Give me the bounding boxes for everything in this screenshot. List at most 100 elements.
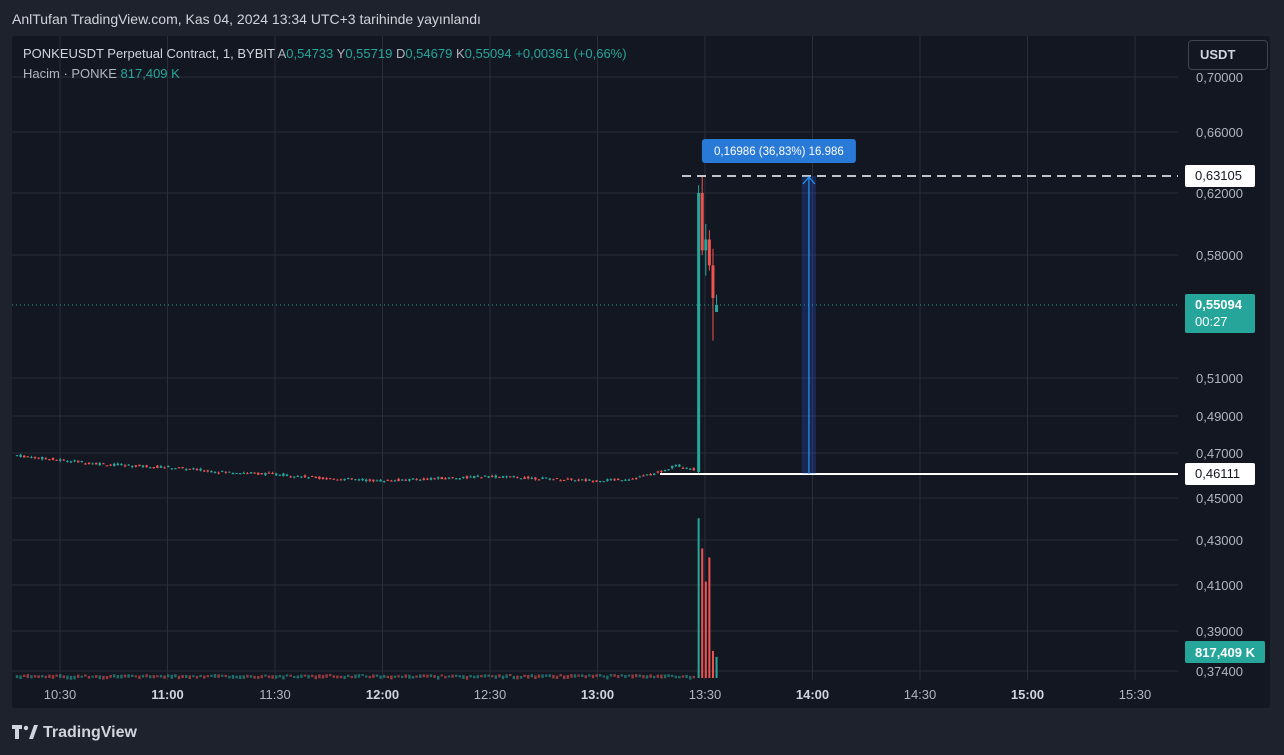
baseline-volume-bar <box>361 674 364 677</box>
baseline-candle <box>573 480 577 482</box>
baseline-volume-bar <box>509 674 512 677</box>
currency-button[interactable]: USDT <box>1188 40 1268 70</box>
baseline-candle <box>343 478 346 481</box>
baseline-candle <box>426 478 429 480</box>
baseline-volume-bar <box>530 674 533 678</box>
legend-change-value: +0,00361 (+0,66%) <box>515 46 627 61</box>
baseline-volume-bar <box>541 674 544 678</box>
baseline-volume-bar <box>87 675 91 679</box>
baseline-volume-bar <box>602 675 605 678</box>
baseline-volume-bar <box>264 674 267 677</box>
baseline-volume-bar <box>591 674 595 679</box>
price-tick-label: 0,62000 <box>1196 186 1243 201</box>
baseline-candle <box>415 479 418 481</box>
baseline-candle <box>181 467 184 469</box>
baseline-volume-bar <box>375 674 379 677</box>
baseline-volume-bar <box>285 674 289 677</box>
baseline-candle <box>95 462 98 465</box>
baseline-candle <box>667 469 670 471</box>
baseline-volume-bar <box>138 675 141 679</box>
baseline-volume-bar <box>181 674 184 679</box>
baseline-candle <box>649 474 652 476</box>
baseline-candle <box>635 477 638 479</box>
baseline-candle <box>591 480 595 482</box>
time-tick-label: 11:00 <box>151 687 184 702</box>
baseline-candle <box>325 478 328 480</box>
baseline-volume-bar <box>444 675 447 679</box>
baseline-volume-bar <box>642 675 645 679</box>
spike-candle <box>704 239 708 251</box>
baseline-volume-bar <box>689 675 692 680</box>
measure-label-bg <box>701 139 856 163</box>
legend-open-label: A <box>277 46 287 61</box>
lower-level-badge: 0,46111 <box>1195 466 1240 481</box>
baseline-volume-bar <box>372 674 375 678</box>
baseline-candle <box>282 473 285 477</box>
baseline-volume-bar <box>343 675 346 680</box>
baseline-candle <box>235 472 238 474</box>
baseline-volume-bar <box>149 675 152 679</box>
baseline-candle <box>455 478 458 480</box>
baseline-volume-bar <box>613 674 616 677</box>
baseline-candle <box>685 467 688 469</box>
baseline-candle <box>512 476 515 478</box>
baseline-volume-bar <box>195 675 199 679</box>
baseline-candle <box>203 470 206 472</box>
baseline-candle <box>116 463 119 466</box>
baseline-volume-bar <box>681 675 685 678</box>
price-tick-label: 0,45000 <box>1196 491 1243 506</box>
baseline-candle <box>242 472 245 474</box>
baseline-volume-bar <box>606 675 609 680</box>
baseline-candle <box>429 478 433 480</box>
baseline-volume-bar <box>203 675 206 679</box>
baseline-candle <box>527 476 530 479</box>
baseline-candle <box>473 476 476 479</box>
baseline-volume-bar <box>321 674 325 679</box>
baseline-volume-bar <box>307 674 310 679</box>
baseline-candle <box>408 479 411 481</box>
current-price-badge: 0,55094 <box>1195 297 1243 312</box>
baseline-candle <box>221 470 224 472</box>
baseline-candle <box>260 473 263 475</box>
baseline-candle <box>149 467 152 469</box>
baseline-candle <box>595 480 598 482</box>
baseline-candle <box>563 479 566 481</box>
baseline-volume-bar <box>347 674 350 678</box>
measure-arrow-head <box>802 176 816 185</box>
spike-candle <box>697 193 701 472</box>
baseline-volume-bar <box>260 675 263 679</box>
baseline-volume-bar <box>498 674 501 678</box>
baseline-volume-bar <box>458 675 461 678</box>
baseline-candle <box>314 476 317 478</box>
baseline-volume-bar <box>134 675 137 678</box>
baseline-candle <box>188 468 191 470</box>
baseline-volume-bar <box>379 675 382 679</box>
baseline-volume-bar <box>231 674 235 679</box>
baseline-candle <box>386 479 389 481</box>
baseline-volume-bar <box>584 675 587 679</box>
baseline-volume-bar <box>73 675 76 680</box>
baseline-volume-bar <box>638 674 641 678</box>
baseline-candle <box>498 476 501 478</box>
baseline-volume-bar <box>357 674 361 678</box>
baseline-volume-bar <box>426 674 429 678</box>
baseline-candle <box>440 477 443 480</box>
legend-volume-value: 817,409 K <box>120 66 180 81</box>
baseline-volume-bar <box>548 674 551 678</box>
baseline-volume-bar <box>419 674 422 678</box>
baseline-candle <box>537 479 541 481</box>
baseline-candle <box>548 478 551 480</box>
measure-label: 0,16986 (36,83%) 16.986 <box>714 146 844 158</box>
baseline-candle <box>37 457 40 459</box>
baseline-candle <box>401 479 404 481</box>
price-tick-label: 0,66000 <box>1196 125 1243 140</box>
baseline-candle <box>447 477 451 479</box>
baseline-candle <box>311 476 314 478</box>
baseline-candle <box>375 480 379 482</box>
baseline-volume-bar <box>303 674 307 677</box>
baseline-candle <box>469 476 472 478</box>
baseline-candle <box>339 479 343 481</box>
baseline-volume-bar <box>599 674 602 677</box>
baseline-volume-bar <box>109 674 112 678</box>
